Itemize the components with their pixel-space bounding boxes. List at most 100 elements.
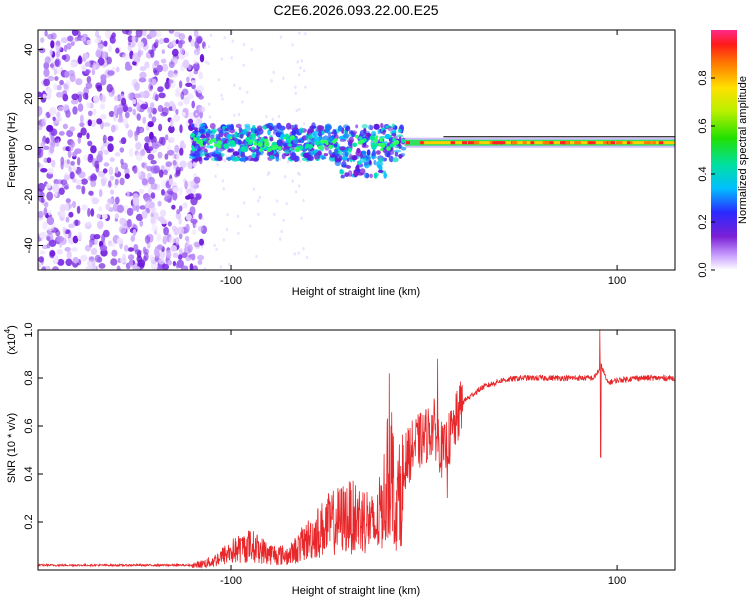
noise-blob — [46, 183, 52, 189]
band-blob — [366, 137, 371, 141]
noise-blob — [71, 247, 78, 252]
band-core — [249, 139, 253, 143]
noise-blob — [185, 223, 190, 233]
band-blob — [284, 149, 290, 155]
noise-speck — [273, 212, 276, 216]
noise-blob — [158, 136, 164, 145]
noise-blob — [120, 158, 124, 165]
noise-speck — [226, 213, 229, 217]
noise-blob — [107, 143, 114, 153]
noise-blob — [87, 207, 91, 217]
noise-blob — [65, 109, 71, 118]
band-core — [360, 139, 365, 144]
noise-blob — [186, 76, 190, 83]
noise-blob — [110, 124, 116, 133]
noise-blob — [172, 104, 177, 112]
noise-blob — [47, 33, 54, 40]
band-blob — [351, 132, 355, 138]
noise-blob — [157, 104, 164, 113]
tonal-line-peak — [530, 141, 535, 145]
noise-blob — [167, 259, 172, 266]
noise-blob — [40, 168, 48, 173]
noise-blob — [127, 106, 133, 113]
noise-blob — [135, 141, 142, 151]
noise-blob — [120, 227, 127, 234]
noise-blob — [71, 93, 79, 101]
noise-blob — [199, 106, 206, 113]
snr-y-tick-label: 1.0 — [23, 322, 35, 337]
band-core — [265, 142, 269, 146]
band-core — [348, 147, 353, 152]
noise-blob — [44, 202, 49, 208]
noise-blob — [80, 127, 87, 136]
tonal-line-peak — [542, 141, 550, 145]
band-core — [212, 138, 217, 143]
band-core — [196, 140, 201, 144]
band-blob — [333, 130, 337, 137]
noise-blob — [191, 100, 195, 109]
noise-blob — [93, 95, 99, 104]
snr-y-tick-label: 0.6 — [23, 418, 35, 433]
band-core — [323, 139, 329, 144]
band-blob — [188, 155, 196, 160]
noise-blob — [98, 206, 103, 212]
noise-blob — [65, 80, 71, 86]
band-core — [379, 138, 384, 142]
noise-blob — [121, 30, 130, 35]
noise-blob — [54, 76, 59, 81]
noise-blob — [119, 147, 125, 153]
noise-blob — [114, 152, 121, 157]
noise-blob — [84, 61, 91, 67]
noise-blob — [38, 47, 46, 54]
noise-blob — [48, 239, 57, 247]
noise-blob — [53, 254, 59, 264]
tonal-line-peak — [469, 141, 477, 145]
noise-blob — [173, 226, 180, 236]
band-blob — [372, 149, 376, 156]
noise-blob — [110, 258, 118, 266]
band-core — [214, 143, 218, 148]
noise-blob — [150, 182, 158, 190]
noise-blob — [171, 48, 179, 57]
band-core — [223, 143, 229, 149]
noise-blob — [49, 250, 56, 257]
band-core — [320, 139, 325, 144]
noise-blob — [160, 218, 168, 225]
noise-blob — [43, 207, 48, 216]
noise-speck — [298, 107, 301, 111]
noise-blob — [155, 39, 159, 45]
noise-blob — [56, 249, 63, 255]
noise-blob — [101, 51, 108, 59]
noise-blob — [80, 178, 88, 185]
noise-blob — [175, 166, 181, 175]
noise-speck — [299, 66, 302, 70]
svg-text:(x104): (x104) — [3, 325, 18, 355]
noise-blob — [139, 220, 144, 227]
band-core — [332, 140, 336, 144]
noise-blob — [175, 87, 181, 94]
noise-blob — [172, 160, 177, 166]
noise-blob — [159, 209, 167, 217]
band-blob — [222, 129, 226, 135]
noise-blob — [163, 37, 170, 43]
noise-blob — [181, 252, 188, 259]
noise-blob — [84, 53, 89, 60]
noise-speck — [265, 115, 268, 119]
noise-speck — [294, 190, 298, 194]
noise-blob — [141, 30, 147, 37]
band-core — [317, 145, 323, 150]
noise-blob — [164, 153, 169, 160]
band-blob — [369, 173, 373, 179]
noise-speck — [282, 218, 285, 222]
noise-blob — [161, 49, 165, 54]
band-blob — [377, 157, 385, 163]
noise-blob — [72, 151, 78, 157]
noise-blob — [39, 231, 47, 239]
noise-blob — [57, 258, 65, 266]
noise-blob — [139, 149, 146, 157]
noise-blob — [146, 200, 151, 206]
noise-blob — [80, 254, 88, 262]
noise-blob — [148, 113, 153, 119]
noise-blob — [187, 244, 193, 253]
noise-blob — [38, 182, 45, 192]
